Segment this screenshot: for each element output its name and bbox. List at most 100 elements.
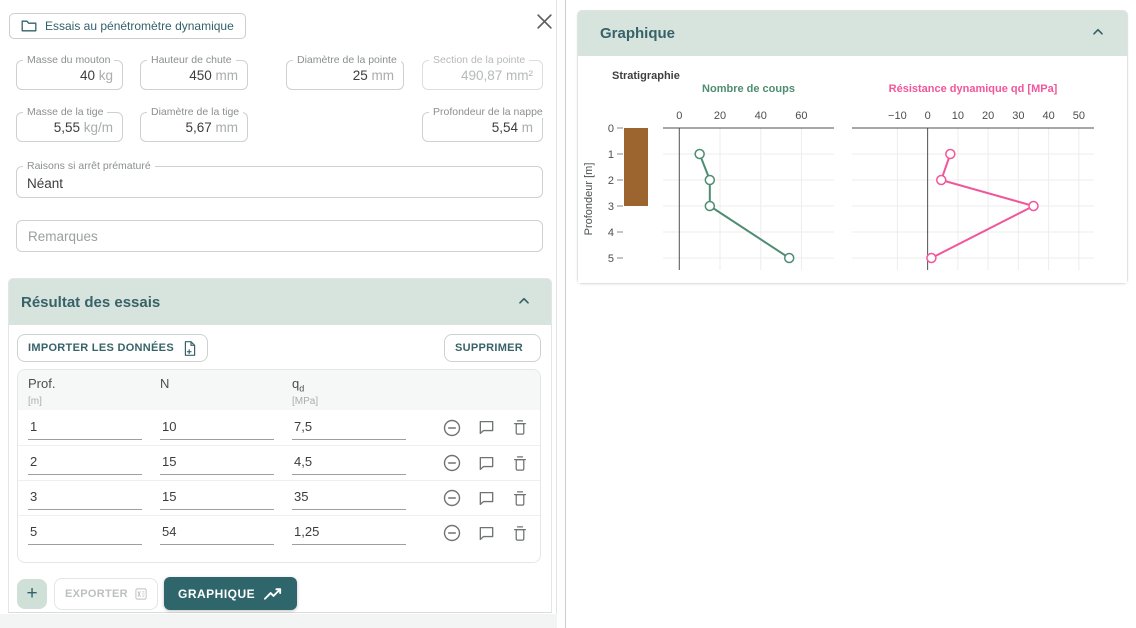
comment-icon bbox=[479, 456, 493, 470]
prof-input[interactable]: 2 bbox=[28, 451, 142, 475]
export-button[interactable]: EXPORTER bbox=[54, 578, 158, 610]
qd-input[interactable]: 7,5 bbox=[292, 416, 406, 440]
page-background-strip bbox=[0, 614, 557, 628]
comment-row-button[interactable] bbox=[474, 486, 498, 510]
delete-row-button[interactable] bbox=[508, 521, 532, 545]
svg-text:4: 4 bbox=[608, 227, 614, 239]
delete-row-button[interactable] bbox=[508, 486, 532, 510]
exclude-row-button[interactable] bbox=[440, 521, 464, 545]
close-dialog-button[interactable] bbox=[534, 13, 554, 33]
svg-text:40: 40 bbox=[1043, 110, 1055, 122]
comment-icon bbox=[479, 420, 493, 435]
n-input[interactable]: 54 bbox=[160, 521, 274, 545]
prof-input[interactable]: 3 bbox=[28, 486, 142, 510]
svg-text:2: 2 bbox=[608, 175, 614, 187]
exclude-row-button[interactable] bbox=[440, 416, 464, 440]
field-hauteur-chute[interactable]: Hauteur de chute 450 mm bbox=[140, 54, 248, 90]
graph-pane: Graphique Stratigraphie 0 1 2 3 4 5 Profondeur … bbox=[567, 0, 1136, 628]
svg-text:20: 20 bbox=[982, 110, 994, 122]
comment-icon bbox=[479, 526, 493, 540]
table-row: 2 15 4,5 bbox=[18, 445, 540, 480]
n-input[interactable]: 15 bbox=[160, 486, 274, 510]
svg-text:3: 3 bbox=[608, 201, 614, 213]
graph-card-title: Graphique bbox=[600, 25, 676, 42]
collapse-results-button[interactable] bbox=[513, 291, 535, 313]
field-label: Masse de la tige bbox=[23, 106, 108, 118]
results-section-header[interactable]: Résultat des essais bbox=[9, 279, 551, 325]
file-import-icon bbox=[184, 340, 196, 356]
svg-text:20: 20 bbox=[714, 110, 726, 122]
table-header: Prof. [m] N qd [MPa] bbox=[18, 370, 540, 410]
graphique-button[interactable]: GRAPHIQUE bbox=[164, 577, 298, 610]
field-masse-mouton[interactable]: Masse du mouton 40 kg bbox=[16, 54, 123, 90]
comment-row-button[interactable] bbox=[474, 521, 498, 545]
results-section: Résultat des essais IMPORTER LES DONNÉES… bbox=[8, 278, 552, 613]
field-profondeur-nappe[interactable]: Profondeur de la nappe 5,54 m bbox=[422, 106, 547, 142]
n-input[interactable]: 10 bbox=[160, 416, 274, 440]
field-label: Profondeur de la nappe bbox=[429, 106, 547, 118]
penetrometer-dialog: Essais au pénétromètre dynamique Masse d… bbox=[0, 0, 557, 628]
table-row: 3 15 35 bbox=[18, 480, 540, 515]
exclude-row-button[interactable] bbox=[440, 451, 464, 475]
field-masse-tige[interactable]: Masse de la tige 5,55 kg/m bbox=[16, 106, 123, 142]
svg-text:0: 0 bbox=[608, 123, 614, 135]
results-section-title: Résultat des essais bbox=[21, 293, 161, 311]
prof-input[interactable]: 1 bbox=[28, 416, 142, 440]
minus-circle-icon bbox=[443, 489, 461, 507]
add-row-button[interactable]: + bbox=[17, 579, 47, 609]
graph-card-header[interactable]: Graphique bbox=[578, 11, 1127, 56]
comment-row-button[interactable] bbox=[474, 416, 498, 440]
prof-input[interactable]: 5 bbox=[28, 521, 142, 545]
svg-text:0: 0 bbox=[676, 110, 682, 122]
chevron-up-icon bbox=[519, 297, 529, 304]
svg-text:50: 50 bbox=[1073, 110, 1085, 122]
depth-chart-svg: Stratigraphie 0 1 2 3 4 5 Profondeur [m] 0 20 40 60… bbox=[583, 70, 1094, 270]
field-diametre-tige[interactable]: Diamètre de la tige 5,67 mm bbox=[140, 106, 248, 142]
field-label: Masse du mouton bbox=[23, 54, 115, 66]
exclude-row-button[interactable] bbox=[440, 486, 464, 510]
vertical-scrollbar[interactable] bbox=[558, 0, 566, 628]
svg-text:Stratigraphie: Stratigraphie bbox=[612, 70, 680, 82]
field-label: Diamètre de la pointe bbox=[293, 54, 401, 66]
field-label: Hauteur de chute bbox=[147, 54, 236, 66]
comment-icon bbox=[479, 491, 493, 505]
depth-profile-chart: Stratigraphie 0 1 2 3 4 5 Profondeur [m] 0 20 40 60… bbox=[578, 56, 1127, 283]
qd-input[interactable]: 1,25 bbox=[292, 521, 406, 545]
svg-text:40: 40 bbox=[755, 110, 767, 122]
qd-input[interactable]: 35 bbox=[292, 486, 406, 510]
n-input[interactable]: 15 bbox=[160, 451, 274, 475]
delete-row-button[interactable] bbox=[508, 451, 532, 475]
svg-text:1: 1 bbox=[608, 149, 614, 161]
trash-icon bbox=[513, 455, 527, 471]
chevron-up-icon bbox=[1093, 28, 1103, 35]
collapse-graph-button[interactable] bbox=[1087, 23, 1109, 45]
remarques-placeholder: Remarques bbox=[28, 229, 98, 244]
trash-icon bbox=[513, 525, 527, 541]
field-diametre-pointe[interactable]: Diamètre de la pointe 25 mm bbox=[286, 54, 404, 90]
field-section-pointe: Section de la pointe 490,87 mm² bbox=[422, 54, 543, 90]
import-data-button[interactable]: IMPORTER LES DONNÉES bbox=[17, 334, 208, 362]
comment-row-button[interactable] bbox=[474, 451, 498, 475]
table-row: 5 54 1,25 bbox=[18, 515, 540, 550]
test-type-label: Essais au pénétromètre dynamique bbox=[45, 19, 234, 33]
delete-selection-button[interactable]: SUPPRIMER bbox=[444, 334, 541, 362]
field-remarques[interactable]: Remarques bbox=[16, 220, 543, 252]
field-raisons-arret[interactable]: Raisons si arrêt prématuré Néant bbox=[16, 160, 543, 198]
chart-line-icon bbox=[264, 587, 282, 600]
trash-icon bbox=[513, 490, 527, 506]
test-type-chip[interactable]: Essais au pénétromètre dynamique bbox=[9, 13, 246, 39]
svg-text:10: 10 bbox=[952, 110, 964, 122]
svg-text:Nombre de coups: Nombre de coups bbox=[702, 83, 795, 95]
svg-text:−10: −10 bbox=[888, 110, 907, 122]
minus-circle-icon bbox=[443, 419, 461, 436]
field-label: Raisons si arrêt prématuré bbox=[23, 160, 155, 172]
close-icon bbox=[536, 14, 552, 29]
svg-text:60: 60 bbox=[795, 110, 807, 122]
column-header-n: N bbox=[160, 376, 170, 391]
delete-row-button[interactable] bbox=[508, 416, 532, 440]
svg-text:30: 30 bbox=[1012, 110, 1024, 122]
svg-text:0: 0 bbox=[925, 110, 931, 122]
table-body: 1 10 7,5 2 15 4, bbox=[18, 410, 540, 550]
qd-input[interactable]: 4,5 bbox=[292, 451, 406, 475]
